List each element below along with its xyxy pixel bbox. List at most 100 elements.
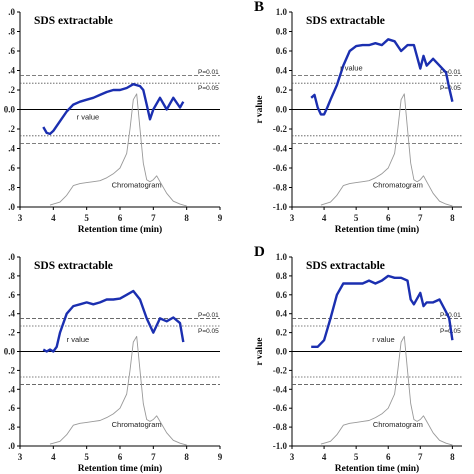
r-value-annotation: r value (340, 64, 363, 73)
y-tick-label: .4 (8, 384, 15, 394)
threshold-label: P=0.05 (198, 85, 219, 92)
x-tick-label: 6 (386, 213, 391, 223)
x-tick-label: 7 (418, 213, 423, 223)
x-axis-label: Retention time (min) (335, 224, 419, 235)
threshold-label: P=0.01 (440, 69, 461, 76)
x-tick-label: 9 (218, 452, 223, 462)
y-tick-label: .4 (8, 144, 15, 154)
x-tick-label: 3 (290, 452, 295, 462)
x-tick-label: 7 (151, 452, 156, 462)
chromatogram-annotation: Chromatogram (373, 420, 423, 429)
chart-title: SDS extractable (306, 15, 385, 27)
y-tick-label: .0 (8, 441, 15, 451)
x-tick-label: 5 (84, 213, 89, 223)
y-tick-label: 0.8 (276, 271, 288, 281)
y-tick-label: .6 (8, 46, 15, 56)
threshold-label: P=0.05 (198, 328, 219, 335)
y-tick-label: -0.4 (273, 144, 288, 154)
y-tick-label: 0.6 (276, 46, 288, 56)
chart-title: SDS extractable (306, 260, 385, 272)
y-tick-label: 0.8 (276, 27, 288, 37)
y-tick-label: -0.2 (273, 124, 288, 134)
r-value-series-line (311, 274, 454, 348)
x-tick-label: 5 (354, 452, 359, 462)
threshold-label: P=0.01 (198, 69, 219, 76)
chart-title: SDS extractable (34, 260, 113, 272)
x-tick-label: 3 (290, 213, 295, 223)
panel-letter: B (254, 0, 264, 15)
x-tick-label: 5 (84, 452, 89, 462)
r-value-annotation: r value (67, 335, 90, 344)
chromatogram-series-line (320, 93, 453, 207)
y-axis-label: r value (255, 95, 265, 123)
r-value-annotation: r value (372, 335, 395, 344)
x-tick-label: 8 (184, 213, 189, 223)
y-tick-label: 1.0 (276, 7, 288, 17)
panel-bottom-left: .0.8.6.4.20.0.2.4.6.8.03 4 5 6 7 8 9P=0.01P=0.… (4, 252, 223, 474)
x-tick-label: 3 (18, 452, 23, 462)
y-tick-label: -0.8 (273, 183, 288, 193)
y-tick-label: .8 (8, 183, 15, 193)
y-tick-label: 0.4 (276, 66, 288, 76)
y-tick-label: 1.0 (276, 252, 288, 262)
y-tick-label: -1.0 (273, 441, 288, 451)
chromatogram-series-line (320, 335, 453, 446)
panel-top-left: .0.8.6.4.20.0.2.4.6.8.03 4 5 6 7 8 9P=0.01P=0.… (4, 7, 223, 235)
y-tick-label: 0.6 (276, 290, 288, 300)
y-tick-label: 0.2 (276, 85, 288, 95)
y-tick-label: -1.0 (273, 202, 288, 212)
x-tick-label: 7 (151, 213, 156, 223)
y-tick-label: .0 (8, 7, 15, 17)
y-tick-label: -0.2 (273, 365, 288, 375)
y-tick-label: .4 (8, 309, 15, 319)
y-tick-label: -0.4 (273, 384, 288, 394)
x-tick-label: 4 (322, 213, 327, 223)
y-tick-label: 0.0 (4, 105, 16, 115)
y-tick-label: .6 (8, 163, 15, 173)
panel-letter: D (254, 244, 265, 260)
x-tick-label: 3 (18, 213, 23, 223)
y-tick-label: 0.0 (276, 347, 288, 357)
y-tick-label: 0.2 (276, 328, 288, 338)
y-tick-label: .0 (8, 252, 15, 262)
y-tick-label: 0.0 (276, 105, 288, 115)
y-tick-label: -0.6 (273, 163, 288, 173)
chromatogram-annotation: Chromatogram (112, 420, 162, 429)
y-tick-label: .4 (8, 66, 15, 76)
y-tick-label: .2 (8, 85, 15, 95)
r-value-annotation: r value (77, 112, 100, 121)
chromatogram-annotation: Chromatogram (373, 181, 423, 190)
threshold-label: P=0.01 (440, 312, 461, 319)
y-tick-label: .2 (8, 365, 15, 375)
chromatogram-series-line (49, 93, 187, 207)
x-axis-label: Retention time (min) (335, 463, 419, 474)
y-tick-label: 0.4 (276, 309, 288, 319)
chromatogram-series-line (49, 335, 187, 446)
y-tick-label: .2 (8, 124, 15, 134)
x-tick-label: 6 (118, 213, 123, 223)
r-value-series-line (42, 82, 185, 136)
x-tick-label: 8 (184, 452, 189, 462)
y-tick-label: .8 (8, 27, 15, 37)
y-tick-label: -0.6 (273, 403, 288, 413)
chart-title: SDS extractable (34, 15, 113, 27)
x-tick-label: 9 (218, 213, 223, 223)
x-tick-label: 8 (450, 452, 455, 462)
x-tick-label: 4 (51, 213, 56, 223)
r-value-series-line (310, 38, 454, 116)
panel-bottom-right: 1.0 0.8 0.6 0.4 0.2 0.0 -0.2 -0.4 -0.6 -0.8 -1.03 4… (254, 244, 462, 474)
panel-top-right: 1.0 0.8 0.6 0.4 0.2 0.0 -0.2 -0.4 -0.6 -0.8 -1.03 4… (254, 0, 462, 235)
y-tick-label: -0.8 (273, 422, 288, 432)
x-axis-label: Retention time (min) (78, 463, 162, 474)
y-tick-label: .2 (8, 328, 15, 338)
y-tick-label: .8 (8, 271, 15, 281)
y-tick-label: .6 (8, 290, 15, 300)
x-tick-label: 5 (354, 213, 359, 223)
x-tick-label: 6 (118, 452, 123, 462)
y-tick-label: .0 (8, 202, 15, 212)
x-tick-label: 8 (450, 213, 455, 223)
x-tick-label: 7 (418, 452, 423, 462)
y-tick-label: .8 (8, 422, 15, 432)
y-axis-label: r value (255, 337, 265, 365)
